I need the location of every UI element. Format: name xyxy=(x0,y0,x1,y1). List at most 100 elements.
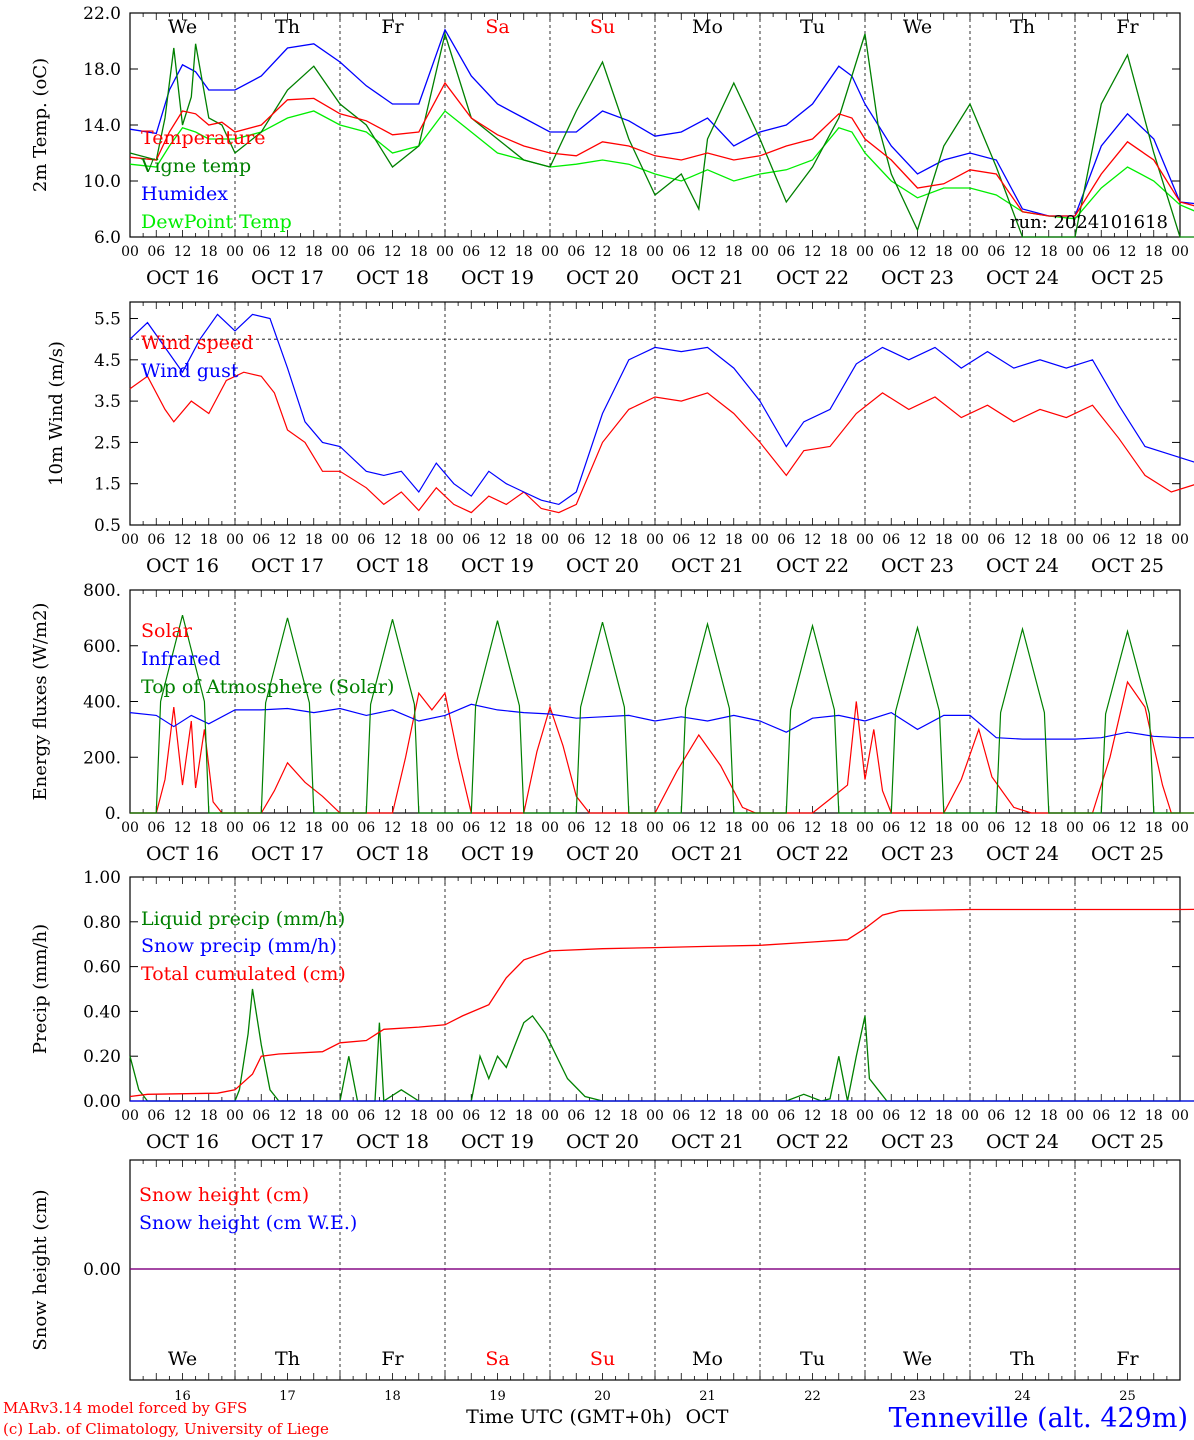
hour-tick-label: 18 xyxy=(305,244,323,260)
hour-tick-label: 06 xyxy=(252,244,270,260)
y-tick-label: 0.40 xyxy=(83,1002,121,1022)
hour-tick-label: 00 xyxy=(121,532,139,548)
hour-tick-label: 00 xyxy=(331,532,349,548)
hour-tick-label: 00 xyxy=(226,1108,244,1124)
hour-tick-label: 00 xyxy=(1171,532,1189,548)
hour-tick-label: 06 xyxy=(672,820,690,836)
hour-tick-label: 12 xyxy=(384,532,402,548)
hour-tick-label: 12 xyxy=(384,244,402,260)
hour-tick-label: 12 xyxy=(489,1108,507,1124)
legend-entry: Infrared xyxy=(141,648,221,670)
hour-tick-label: 00 xyxy=(961,1108,979,1124)
day-number-label: 16 xyxy=(174,1389,191,1404)
hour-tick-label: 12 xyxy=(174,1108,192,1124)
y-tick-label: 6.0 xyxy=(94,228,121,248)
y-tick-label: 5.5 xyxy=(94,310,121,330)
hour-tick-label: 00 xyxy=(751,1108,769,1124)
day-number-label: 20 xyxy=(594,1389,611,1404)
hour-tick-label: 00 xyxy=(1066,820,1084,836)
hour-tick-label: 18 xyxy=(1040,820,1058,836)
series-line-liquid-precip-mm-h- xyxy=(129,988,1194,1103)
hour-tick-label: 06 xyxy=(777,244,795,260)
hour-tick-label: 18 xyxy=(410,532,428,548)
hour-tick-label: 12 xyxy=(489,244,507,260)
hour-tick-label: 06 xyxy=(567,244,585,260)
hour-tick-label: 06 xyxy=(147,532,165,548)
hour-tick-label: 00 xyxy=(751,532,769,548)
hour-tick-label: 00 xyxy=(436,1108,454,1124)
date-label: OCT 21 xyxy=(671,555,744,577)
hour-tick-label: 00 xyxy=(436,532,454,548)
weekday-label: Fr xyxy=(1116,16,1139,38)
day-number-label: 18 xyxy=(384,1389,401,1404)
hour-tick-label: 12 xyxy=(804,820,822,836)
hour-tick-label: 06 xyxy=(1092,820,1110,836)
hour-tick-label: 12 xyxy=(279,244,297,260)
weekday-label: Sa xyxy=(485,1348,509,1370)
hour-tick-label: 18 xyxy=(725,532,743,548)
hour-tick-label: 06 xyxy=(357,820,375,836)
hour-tick-label: 06 xyxy=(882,820,900,836)
date-label: OCT 25 xyxy=(1091,1131,1164,1153)
hour-tick-label: 00 xyxy=(856,820,874,836)
hour-tick-label: 00 xyxy=(541,1108,559,1124)
y-axis-label: 2m Temp. (oC) xyxy=(30,58,51,192)
hour-tick-label: 18 xyxy=(620,820,638,836)
hour-tick-label: 00 xyxy=(121,820,139,836)
hour-tick-label: 06 xyxy=(777,532,795,548)
date-label: OCT 21 xyxy=(671,1131,744,1153)
hour-tick-label: 12 xyxy=(909,532,927,548)
date-label: OCT 24 xyxy=(986,267,1059,289)
y-tick-label: 0.00 xyxy=(83,1092,121,1112)
y-tick-label: 2.5 xyxy=(94,433,121,453)
legend-entry: Vigne temp xyxy=(140,155,251,177)
hour-tick-label: 00 xyxy=(856,1108,874,1124)
day-number-label: 24 xyxy=(1014,1389,1031,1404)
y-axis-label: 10m Wind (m/s) xyxy=(46,341,67,486)
hour-tick-label: 00 xyxy=(646,820,664,836)
y-tick-label: 0.00 xyxy=(83,1260,121,1280)
y-tick-label: 0.80 xyxy=(83,913,121,933)
series-line-vigne-temp xyxy=(129,31,1194,238)
date-label: OCT 22 xyxy=(776,843,849,865)
hour-tick-label: 06 xyxy=(987,532,1005,548)
hour-tick-label: 06 xyxy=(252,1108,270,1124)
hour-tick-label: 06 xyxy=(567,1108,585,1124)
hour-tick-label: 18 xyxy=(200,1108,218,1124)
hour-tick-label: 12 xyxy=(594,532,612,548)
date-label: OCT 19 xyxy=(461,1131,534,1153)
hour-tick-label: 12 xyxy=(699,532,717,548)
hour-tick-label: 12 xyxy=(909,244,927,260)
date-label: OCT 23 xyxy=(881,843,954,865)
weekday-label: Fr xyxy=(381,1348,404,1370)
weekday-label: Su xyxy=(590,16,615,38)
y-tick-label: 600. xyxy=(83,637,121,657)
hour-tick-label: 00 xyxy=(331,820,349,836)
weekday-label: Tu xyxy=(800,16,825,38)
date-label: OCT 20 xyxy=(566,843,639,865)
date-label: OCT 16 xyxy=(146,1131,219,1153)
lab-credit: (c) Lab. of Climatology, University of L… xyxy=(3,1420,329,1438)
date-label: OCT 24 xyxy=(986,843,1059,865)
legend-entry: Humidex xyxy=(141,183,228,205)
date-label: OCT 23 xyxy=(881,1131,954,1153)
series-line-wind-speed xyxy=(129,371,1194,514)
y-axis-label: Precip (mm/h) xyxy=(30,924,51,1054)
hour-tick-label: 12 xyxy=(594,820,612,836)
hour-tick-label: 18 xyxy=(1040,1108,1058,1124)
hour-tick-label: 18 xyxy=(1040,532,1058,548)
date-label: OCT 24 xyxy=(986,555,1059,577)
hour-tick-label: 00 xyxy=(1171,820,1189,836)
date-label: OCT 20 xyxy=(566,1131,639,1153)
legend-entry: Snow precip (mm/h) xyxy=(141,935,337,957)
hour-tick-label: 06 xyxy=(987,820,1005,836)
hour-tick-label: 06 xyxy=(1092,532,1110,548)
hour-tick-label: 06 xyxy=(1092,244,1110,260)
hour-tick-label: 06 xyxy=(357,532,375,548)
hour-tick-label: 12 xyxy=(489,820,507,836)
series-line-infrared xyxy=(129,703,1194,740)
y-tick-label: 14.0 xyxy=(83,116,121,136)
date-label: OCT 23 xyxy=(881,267,954,289)
hour-tick-label: 12 xyxy=(174,532,192,548)
hour-tick-label: 18 xyxy=(620,244,638,260)
